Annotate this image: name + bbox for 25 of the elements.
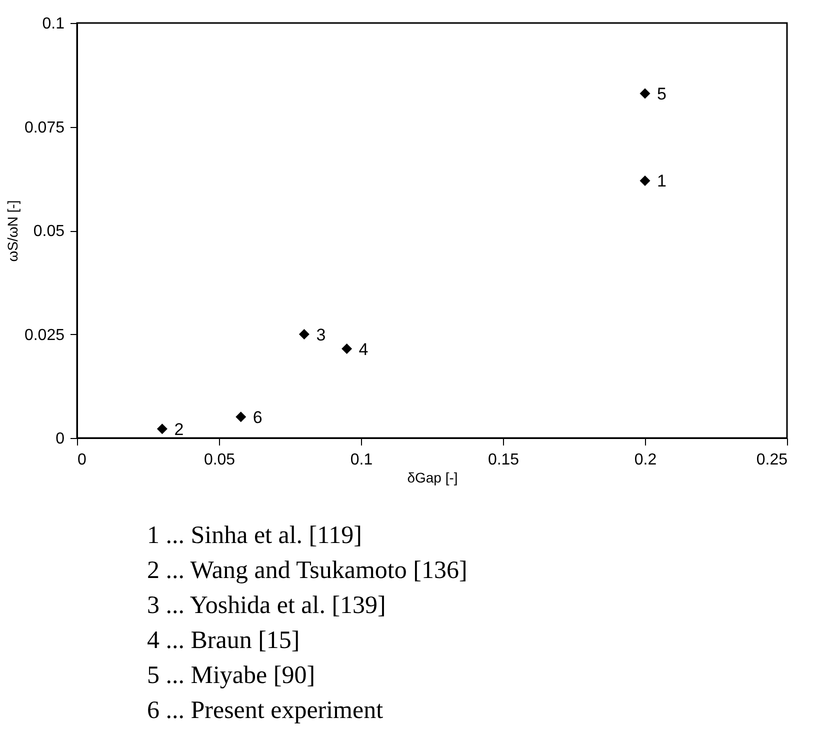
- annotation: 6: [252, 408, 262, 427]
- x-tick-label: 0.1: [350, 452, 373, 468]
- text: 2 ... Wang and Tsukamoto [136]: [147, 557, 468, 584]
- annotation: 1: [657, 172, 666, 191]
- y-tick-label: 0.05: [33, 223, 65, 240]
- y-axis-title: ωS/ωN [-]: [4, 200, 20, 262]
- annotation: 4: [358, 340, 368, 359]
- x-tick-label: 0.15: [488, 452, 520, 468]
- y-tick-label: 0.075: [24, 119, 65, 136]
- x-tick-label: 0.05: [204, 452, 236, 468]
- annotation: 5: [657, 84, 666, 104]
- text: 1 ... Sinha et al. [119]: [147, 522, 362, 549]
- y-tick-label: 0.1: [42, 16, 65, 32]
- y-tick-label: 0.025: [24, 326, 65, 344]
- text: 3 ... Yoshida et al. [139]: [147, 592, 386, 619]
- text: 4 ... Braun [15]: [147, 627, 300, 654]
- x-tick-label: 0.25: [756, 452, 788, 468]
- text: 5 ... Miyabe [90]: [147, 662, 316, 689]
- x-tick-label: 0.2: [634, 452, 657, 468]
- annotation: 3: [316, 325, 326, 344]
- annotation: 2: [174, 420, 184, 439]
- text: 6 ... Present experiment: [147, 697, 384, 724]
- x-axis-title: δGap [-]: [407, 470, 458, 486]
- y-tick-label: 0: [56, 430, 65, 448]
- x-tick-label: 0: [78, 452, 86, 468]
